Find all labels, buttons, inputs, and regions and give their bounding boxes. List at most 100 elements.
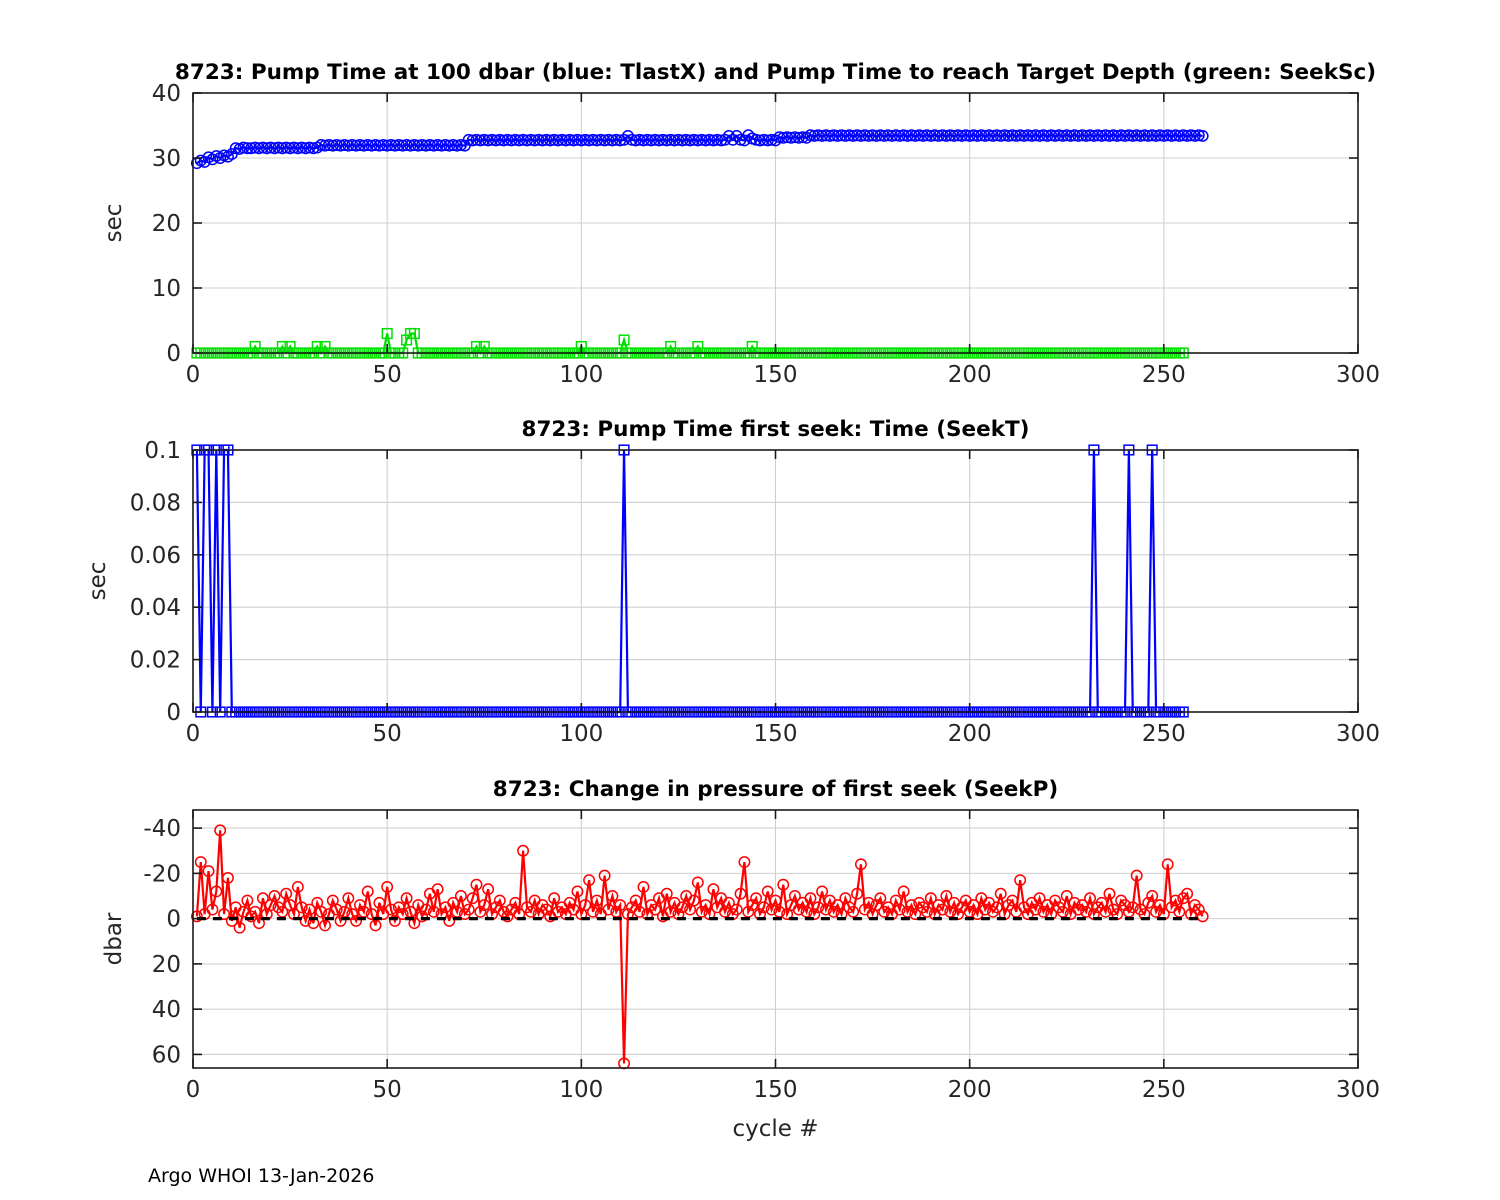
data-point <box>517 133 530 146</box>
data-point <box>691 876 704 889</box>
data-point <box>548 133 561 146</box>
data-point <box>952 908 964 921</box>
data-point <box>416 139 429 151</box>
data-point <box>373 139 386 152</box>
data-point <box>284 142 297 155</box>
data-point <box>571 133 584 146</box>
data-point <box>462 133 475 146</box>
data-point <box>757 133 770 146</box>
data-point <box>618 133 630 146</box>
data-point <box>388 914 401 927</box>
data-point <box>1181 887 1194 900</box>
x-tick-label: 0 <box>186 362 201 388</box>
data-point <box>357 139 370 152</box>
data-point <box>210 885 223 898</box>
data-point <box>1161 129 1174 142</box>
data-point <box>342 892 355 905</box>
data-point <box>381 881 394 893</box>
data-point <box>955 129 968 142</box>
x-tick-label: 50 <box>373 362 402 388</box>
data-point <box>913 129 926 142</box>
data-point <box>579 899 592 911</box>
data-point <box>1192 903 1205 916</box>
data-point <box>1095 129 1108 142</box>
data-point <box>1041 129 1054 142</box>
data-point <box>987 129 999 142</box>
series-line-SeekT <box>195 448 1184 714</box>
data-point <box>816 129 829 142</box>
data-point <box>936 903 949 916</box>
data-point <box>555 133 568 146</box>
data-point <box>808 908 821 921</box>
data-point <box>1107 129 1120 142</box>
data-point <box>692 340 704 353</box>
data-point <box>1076 899 1089 911</box>
series-line-SeekP <box>195 830 1204 1064</box>
data-point <box>1165 129 1178 142</box>
data-point <box>439 139 452 151</box>
data-point <box>319 340 331 353</box>
data-point <box>893 903 906 916</box>
data-point <box>563 133 576 146</box>
data-point <box>688 133 700 146</box>
data-point <box>567 134 580 147</box>
data-point <box>1173 129 1186 142</box>
data-point <box>451 139 464 152</box>
data-point <box>587 905 599 918</box>
data-point <box>268 142 281 155</box>
data-point <box>1182 0 1192 10</box>
data-point <box>676 134 689 147</box>
data-point <box>917 129 930 142</box>
data-point <box>532 133 545 146</box>
data-point <box>695 133 708 146</box>
data-point <box>361 885 374 898</box>
data-point <box>1150 129 1163 142</box>
data-point <box>408 139 421 151</box>
data-point <box>392 901 405 914</box>
data-point <box>1198 0 1208 10</box>
data-point <box>750 133 763 146</box>
data-point <box>552 134 564 147</box>
data-point <box>330 139 343 151</box>
data-point <box>598 134 611 147</box>
y-tick-label: 0 <box>166 700 181 726</box>
data-point <box>959 129 972 142</box>
panel-tlastx-seeksc-title: 8723: Pump Time at 100 dbar (blue: Tlast… <box>175 60 1376 85</box>
footer-credit: Argo WHOI 13-Jan-2026 <box>148 1165 375 1187</box>
data-point <box>489 134 502 147</box>
data-point <box>536 134 549 147</box>
data-point <box>1080 129 1093 142</box>
data-point <box>1138 129 1151 142</box>
data-point <box>202 865 215 878</box>
data-point <box>280 141 293 154</box>
data-point <box>369 139 382 151</box>
data-point <box>882 901 895 914</box>
data-point <box>284 340 296 353</box>
y-tick-label: 0 <box>166 907 181 933</box>
data-point <box>1037 129 1050 142</box>
data-point <box>264 141 277 154</box>
data-point <box>521 134 533 147</box>
x-tick-label: 150 <box>754 362 798 388</box>
x-tick-label: 250 <box>1142 721 1186 747</box>
data-point <box>272 141 285 154</box>
data-point <box>420 903 432 916</box>
data-point <box>493 133 506 146</box>
data-point <box>1033 892 1046 905</box>
data-point <box>1091 129 1104 142</box>
data-point <box>241 894 254 907</box>
data-point <box>823 129 836 142</box>
data-point <box>1018 129 1030 142</box>
series-markers-SeekP <box>191 824 1209 1070</box>
data-point <box>354 139 366 151</box>
data-point <box>319 139 331 152</box>
x-tick-label: 300 <box>1336 1077 1380 1103</box>
data-point <box>322 139 335 151</box>
data-point <box>307 142 320 155</box>
data-point <box>769 894 782 907</box>
data-point <box>707 134 720 147</box>
data-point <box>427 139 440 152</box>
data-point <box>540 903 553 916</box>
data-point <box>765 133 778 146</box>
